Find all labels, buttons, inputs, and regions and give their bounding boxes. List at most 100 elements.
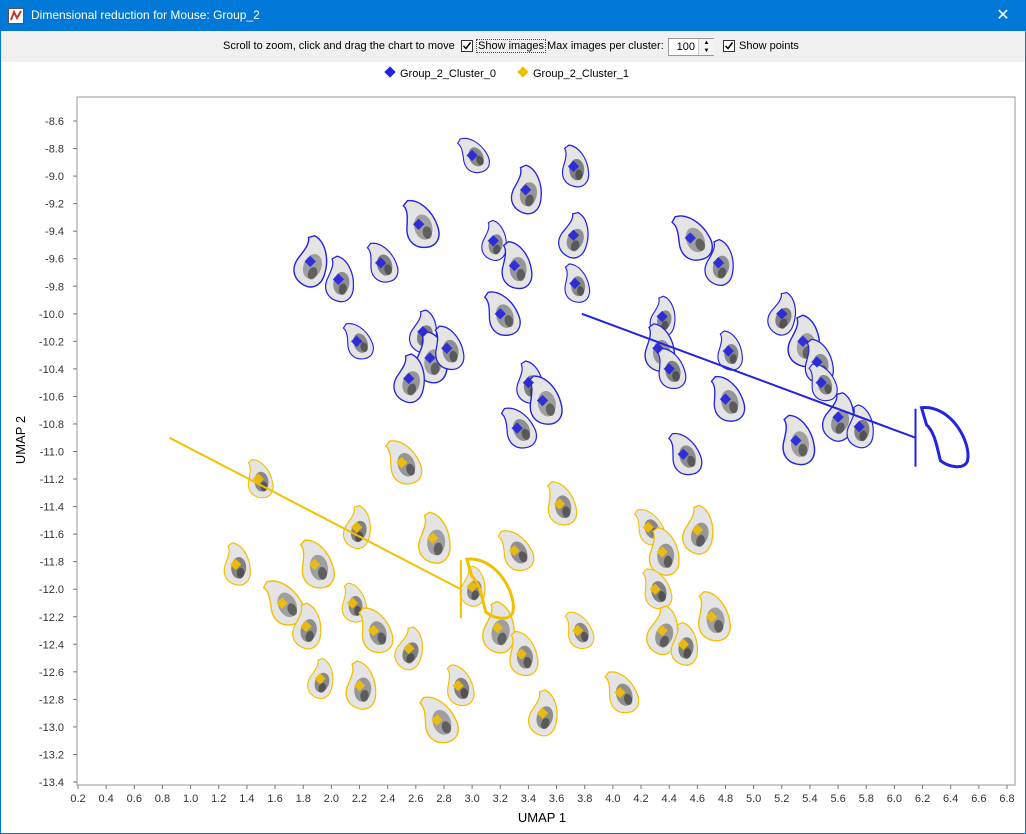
scatter-point-cluster-0[interactable] xyxy=(351,335,363,347)
close-button[interactable]: ✕ xyxy=(980,0,1026,31)
scatter-point-cluster-1[interactable] xyxy=(314,673,326,685)
scatter-point-cluster-1[interactable] xyxy=(276,597,288,609)
scatter-point-cluster-0[interactable] xyxy=(684,232,696,244)
umap-scatter-chart[interactable]: 0.2 0.4 0.6 0.8 1.0 1.2 1.4 1.6 1.8 2.0 2.2 2.4 2.6 2… xyxy=(0,88,1026,834)
x-tick-label: 2.4 xyxy=(380,793,395,805)
scatter-point-cluster-0[interactable] xyxy=(652,342,664,354)
y-tick-label: -9.8 xyxy=(45,281,64,293)
cell-thumbnail xyxy=(358,607,394,654)
scatter-point-cluster-0[interactable] xyxy=(567,229,580,241)
scatter-point-cluster-0[interactable] xyxy=(569,277,581,290)
scatter-point-cluster-1[interactable] xyxy=(466,580,478,593)
scatter-point-cluster-0[interactable] xyxy=(412,218,425,230)
scatter-point-cluster-1[interactable] xyxy=(572,624,584,637)
cluster-axis-line xyxy=(581,312,916,439)
scatter-point-cluster-1[interactable] xyxy=(536,707,549,719)
scatter-point-cluster-0[interactable] xyxy=(722,345,734,357)
scatter-point-cluster-0[interactable] xyxy=(797,335,809,347)
scatter-point-cluster-1[interactable] xyxy=(403,642,415,655)
scatter-point-cluster-0[interactable] xyxy=(776,308,788,320)
legend-diamond-icon xyxy=(517,66,529,78)
max-images-value[interactable]: 100 xyxy=(676,41,695,53)
window-title: Dimensional reduction for Mouse: Group_2 xyxy=(31,8,260,22)
show-images-checkbox[interactable] xyxy=(461,40,473,52)
y-tick-label: -8.8 xyxy=(45,144,64,156)
scatter-point-cluster-1[interactable] xyxy=(351,521,363,533)
scatter-point-cluster-0[interactable] xyxy=(663,363,675,375)
scatter-point-cluster-1[interactable] xyxy=(308,558,321,571)
scatter-point-cluster-0[interactable] xyxy=(511,422,523,434)
y-tick-label: -12.8 xyxy=(39,694,64,706)
scatter-point-cluster-1[interactable] xyxy=(396,456,408,469)
x-tick-label: 0.6 xyxy=(127,793,142,805)
scatter-point-cluster-1[interactable] xyxy=(452,679,464,692)
legend-label-cluster-0: Group_2_Cluster_0 xyxy=(400,68,497,80)
scatter-point-cluster-0[interactable] xyxy=(466,149,478,162)
scatter-point-cluster-0[interactable] xyxy=(424,352,436,364)
y-tick-label: -11.4 xyxy=(40,502,64,514)
scatter-point-cluster-0[interactable] xyxy=(494,308,506,320)
scatter-point-cluster-1[interactable] xyxy=(656,546,668,558)
x-tick-label: 4.6 xyxy=(690,793,705,805)
scatter-point-cluster-1[interactable] xyxy=(642,521,654,533)
scatter-point-cluster-0[interactable] xyxy=(811,356,823,368)
x-tick-label: 1.6 xyxy=(267,793,282,805)
scatter-point-cluster-0[interactable] xyxy=(853,421,865,433)
max-images-label: Max images per cluster: xyxy=(547,40,664,52)
show-points-label[interactable]: Show points xyxy=(739,40,799,52)
x-tick-label: 5.8 xyxy=(859,793,874,805)
scatter-point-cluster-0[interactable] xyxy=(487,235,499,247)
scatter-point-cluster-0[interactable] xyxy=(712,257,725,269)
scatter-point-cluster-1[interactable] xyxy=(353,679,366,692)
x-tick-label: 3.8 xyxy=(577,793,592,805)
legend-item-cluster-1: Group_2_Cluster_1 xyxy=(517,66,630,80)
scatter-point-cluster-0[interactable] xyxy=(441,342,453,354)
scatter-point-cluster-0[interactable] xyxy=(832,411,844,423)
spinner-down-icon[interactable]: ▼ xyxy=(698,47,714,55)
scatter-point-cluster-0[interactable] xyxy=(374,257,387,269)
scatter-point-cluster-1[interactable] xyxy=(229,558,242,571)
scatter-point-cluster-0[interactable] xyxy=(677,448,689,460)
spinner-up-icon[interactable]: ▲ xyxy=(698,39,714,47)
y-tick-label: -13.4 xyxy=(39,777,64,789)
scatter-point-cluster-0[interactable] xyxy=(815,376,827,389)
y-tick-label: -9.6 xyxy=(45,254,64,266)
scatter-point-cluster-1[interactable] xyxy=(677,638,689,650)
scatter-point-cluster-0[interactable] xyxy=(719,393,732,405)
scatter-point-cluster-0[interactable] xyxy=(332,273,345,286)
max-images-spinner[interactable]: 100 ▲ ▼ xyxy=(668,38,714,56)
scatter-point-cluster-0[interactable] xyxy=(522,376,535,389)
scatter-point-cluster-0[interactable] xyxy=(567,160,580,173)
scatter-point-cluster-0[interactable] xyxy=(656,310,668,323)
scatter-point-cluster-0[interactable] xyxy=(790,434,802,447)
legend-label-cluster-1: Group_2_Cluster_1 xyxy=(533,68,630,80)
scatter-point-cluster-1[interactable] xyxy=(614,686,626,699)
show-points-checkbox[interactable] xyxy=(723,40,735,52)
cell-thumbnail xyxy=(402,199,440,249)
scatter-point-cluster-0[interactable] xyxy=(403,372,415,385)
scatter-point-cluster-1[interactable] xyxy=(705,611,718,623)
plot-area[interactable] xyxy=(76,96,1016,786)
scatter-point-cluster-1[interactable] xyxy=(491,622,504,634)
scatter-point-cluster-1[interactable] xyxy=(656,624,668,637)
scatter-point-cluster-1[interactable] xyxy=(508,544,521,557)
scatter-point-cluster-1[interactable] xyxy=(515,648,528,660)
scatter-point-cluster-0[interactable] xyxy=(304,255,316,268)
show-images-label[interactable]: Show images xyxy=(476,39,547,53)
scatter-point-cluster-1[interactable] xyxy=(427,532,439,544)
scatter-point-cluster-0[interactable] xyxy=(536,394,549,407)
scatter-point-cluster-1[interactable] xyxy=(252,473,264,485)
x-tick-label: 3.6 xyxy=(549,793,564,805)
x-tick-label: 1.8 xyxy=(296,793,311,805)
scatter-point-cluster-0[interactable] xyxy=(519,184,532,196)
scatter-point-cluster-1[interactable] xyxy=(649,583,661,595)
scatter-point-cluster-1[interactable] xyxy=(553,498,566,510)
y-tick-label: -11.0 xyxy=(40,447,64,459)
scatter-point-cluster-1[interactable] xyxy=(300,620,312,633)
scatter-point-cluster-1[interactable] xyxy=(691,524,703,536)
scatter-point-cluster-1[interactable] xyxy=(431,714,443,726)
x-tick-label: 5.6 xyxy=(830,793,845,805)
scatter-point-cluster-1[interactable] xyxy=(346,597,359,609)
scatter-point-cluster-1[interactable] xyxy=(367,624,380,637)
scatter-point-cluster-0[interactable] xyxy=(417,326,429,338)
